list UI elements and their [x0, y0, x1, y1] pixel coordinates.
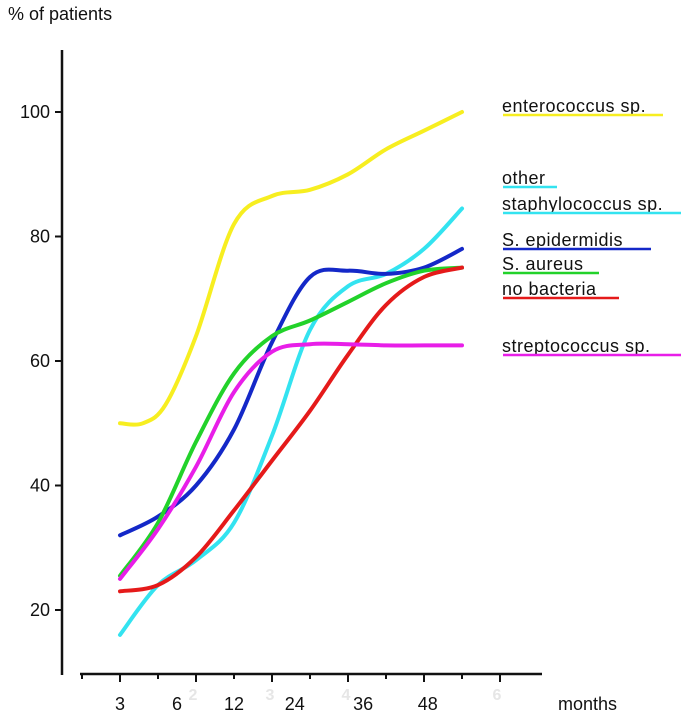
legend-label: staphylococcus sp.: [502, 194, 663, 214]
x-tick-label: 48: [418, 694, 438, 714]
faint-labels: 2 3 4 6: [189, 687, 502, 704]
series-line-no-bacteria: [118, 265, 464, 594]
series-line-s-epidermidis: [118, 246, 464, 538]
axes: [60, 50, 542, 676]
y-tick-label: 100: [20, 102, 50, 122]
x-tick-label: 12: [224, 694, 244, 714]
legend-label: other: [502, 168, 546, 188]
y-ticks: 20 40 60 80 100: [20, 102, 61, 620]
x-tick-label: 24: [285, 694, 305, 714]
x-tick-label: 6: [172, 694, 182, 714]
faint-tick-label: 2: [189, 687, 198, 704]
x-tick-label: 3: [115, 694, 125, 714]
x-axis-label: months: [558, 694, 617, 714]
y-tick-label: 20: [30, 600, 50, 620]
faint-tick-label: 6: [493, 687, 502, 704]
legend-item-no-bacteria: no bacteria: [502, 279, 619, 300]
x-tick-label: 36: [353, 694, 373, 714]
legend: enterococcus sp. other staphylococcus sp. S…: [502, 96, 681, 357]
x-ticks: 3 6 12 24 36 48: [81, 674, 501, 714]
legend-label: S. epidermidis: [502, 230, 623, 250]
y-tick-label: 80: [30, 227, 50, 247]
faint-tick-label: 3: [266, 687, 275, 704]
y-tick-label: 40: [30, 476, 50, 496]
legend-label: no bacteria: [502, 279, 597, 299]
legend-label: enterococcus sp.: [502, 96, 646, 116]
series-line-streptococcus-sp: [118, 341, 464, 581]
legend-item-s-aureus: S. aureus: [502, 254, 599, 275]
legend-label: streptococcus sp.: [502, 336, 651, 356]
faint-tick-label: 4: [342, 687, 351, 704]
series-line-s-aureus: [118, 265, 464, 578]
y-axis-label: % of patients: [8, 4, 112, 24]
series-lines: [118, 110, 464, 637]
legend-label: S. aureus: [502, 254, 584, 274]
legend-item-other-staphylococcus-sp: other staphylococcus sp.: [502, 168, 681, 215]
y-tick-label: 60: [30, 351, 50, 371]
legend-item-enterococcus-sp: enterococcus sp.: [502, 96, 663, 117]
legend-item-s-epidermidis: S. epidermidis: [502, 230, 651, 251]
legend-item-streptococcus-sp: streptococcus sp.: [502, 336, 681, 357]
series-line-enterococcus-sp: [118, 110, 464, 427]
